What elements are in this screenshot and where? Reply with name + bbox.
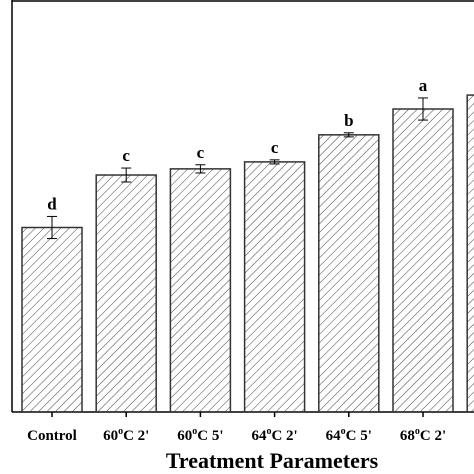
unit-text: C 2' <box>123 428 149 444</box>
unit-text: C 2' <box>420 428 446 444</box>
x-tick-label: 68oC 2' <box>400 426 446 444</box>
unit-text: C 2' <box>271 428 297 444</box>
bar <box>95 174 157 413</box>
x-tick-label: 64oC 2' <box>251 426 297 444</box>
value-label: c <box>122 146 130 165</box>
error-bar <box>269 159 280 165</box>
bar <box>243 161 306 413</box>
unit-text: C 5' <box>197 428 223 444</box>
degree-sign: o <box>118 426 123 437</box>
unit-text: C 5' <box>346 428 372 444</box>
bar <box>318 134 380 413</box>
degree-sign: o <box>341 426 346 437</box>
x-tick-label: 64oC 5' <box>326 426 372 444</box>
value-label: a <box>419 76 428 95</box>
value-label: c <box>271 138 279 157</box>
x-axis-title: Treatment Parameters <box>166 448 379 473</box>
x-tick-label: Control <box>27 428 77 444</box>
error-bar <box>195 164 206 174</box>
degree-sign: o <box>266 426 271 437</box>
error-bar <box>121 167 132 183</box>
error-bar <box>343 132 354 138</box>
error-bar <box>47 215 57 240</box>
degree-sign: o <box>415 426 420 437</box>
bar <box>392 108 454 413</box>
degree-sign: o <box>192 426 197 437</box>
bar <box>466 94 474 413</box>
x-tick-label: 60oC 5' <box>177 426 223 444</box>
x-tick-label: 60oC 2' <box>103 426 149 444</box>
value-label: d <box>47 194 57 213</box>
error-bar <box>418 97 428 121</box>
bar <box>169 168 232 413</box>
value-label: b <box>344 111 353 130</box>
bar <box>21 226 83 413</box>
value-label: c <box>197 143 205 162</box>
